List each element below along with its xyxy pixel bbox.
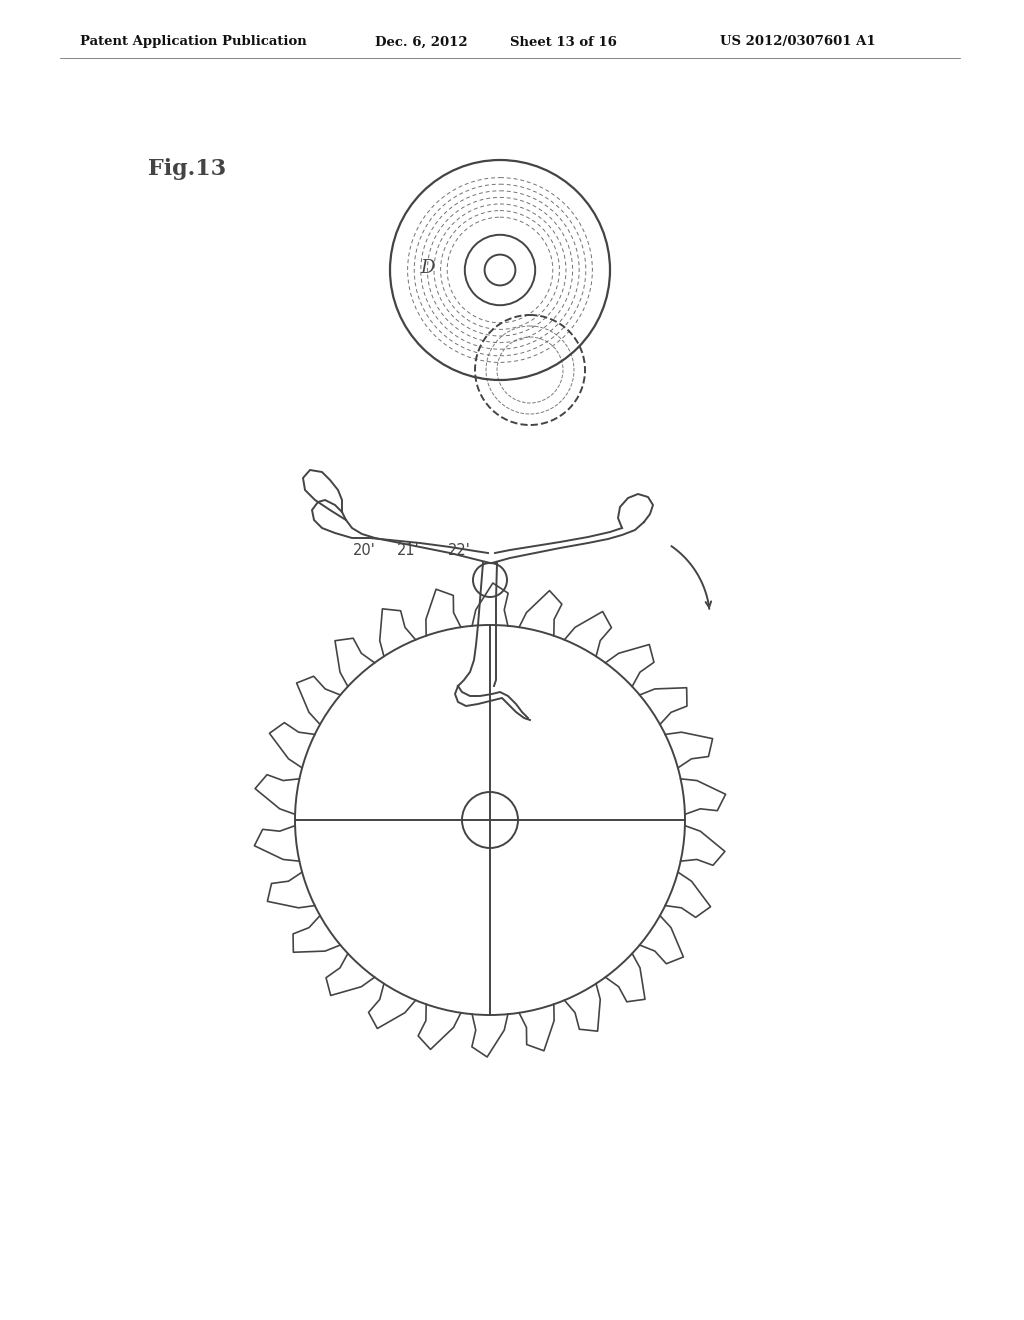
Text: Fig.13: Fig.13 [148,158,226,180]
Text: Patent Application Publication: Patent Application Publication [80,36,307,49]
Text: Dec. 6, 2012: Dec. 6, 2012 [375,36,468,49]
Text: D: D [420,259,434,277]
Text: 20': 20' [353,543,376,558]
Text: Sheet 13 of 16: Sheet 13 of 16 [510,36,616,49]
Text: 21': 21' [397,543,420,558]
Text: US 2012/0307601 A1: US 2012/0307601 A1 [720,36,876,49]
Text: 22': 22' [449,543,471,558]
